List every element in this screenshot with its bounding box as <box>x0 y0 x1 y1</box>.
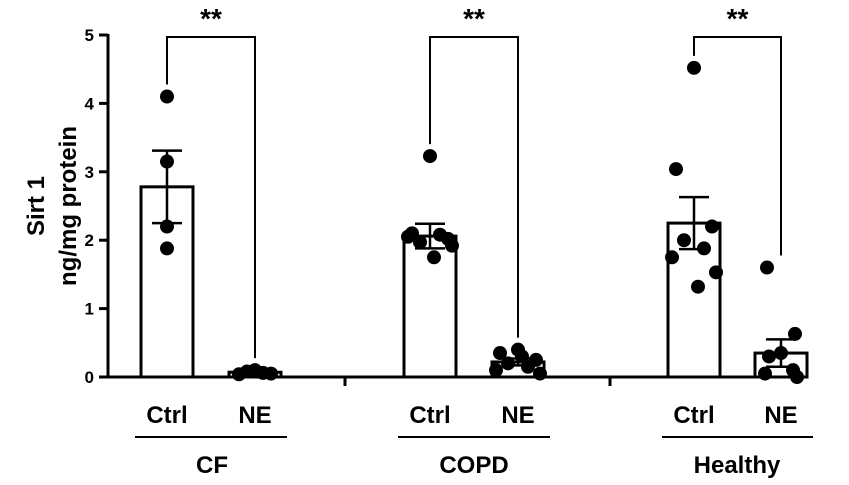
y-tick-label: 4 <box>85 94 95 113</box>
data-point <box>413 235 427 250</box>
significance-bracket <box>166 36 256 359</box>
x-category-label: NE <box>501 402 534 429</box>
data-point <box>445 238 459 253</box>
data-point <box>401 229 415 244</box>
data-point <box>515 349 529 364</box>
significance-label: ** <box>200 3 222 34</box>
y-tick-label: 5 <box>85 26 94 45</box>
data-point <box>758 366 772 381</box>
data-point <box>788 326 802 341</box>
significance-label: ** <box>463 3 485 34</box>
y-tick-label: 1 <box>85 300 94 319</box>
x-group-label: Healthy <box>694 452 781 479</box>
data-point <box>427 250 441 265</box>
data-point <box>423 149 437 164</box>
data-point <box>665 250 679 265</box>
data-point <box>160 89 174 104</box>
y-axis-label-unit: ng/mg protein <box>55 126 82 286</box>
data-point <box>160 219 174 234</box>
data-point <box>687 60 701 75</box>
data-point <box>533 366 547 381</box>
y-tick-label: 3 <box>85 163 94 182</box>
y-tick-label: 2 <box>85 231 94 250</box>
data-point <box>433 227 447 242</box>
data-point <box>264 366 278 381</box>
significance-label: ** <box>727 3 749 34</box>
y-tick-label: 0 <box>85 368 94 387</box>
data-point <box>501 356 515 371</box>
significance-bracket <box>429 36 519 338</box>
x-category-label: Ctrl <box>673 402 714 429</box>
data-point <box>760 260 774 275</box>
data-point <box>774 346 788 361</box>
data-point <box>493 346 507 361</box>
bar-copd-ctrl <box>402 234 458 379</box>
x-category-label: Ctrl <box>409 402 450 429</box>
x-category-label: NE <box>238 402 271 429</box>
data-point <box>489 363 503 378</box>
data-point <box>691 279 705 294</box>
data-point <box>762 349 776 364</box>
x-category-label: Ctrl <box>146 402 187 429</box>
significance-bracket <box>693 36 782 256</box>
y-axis-label: Sirt 1 <box>23 176 50 236</box>
x-group-label: COPD <box>439 452 508 479</box>
data-point <box>669 162 683 177</box>
data-point <box>697 241 711 256</box>
data-point <box>160 241 174 256</box>
data-point <box>677 233 691 248</box>
data-point <box>790 370 804 384</box>
x-category-label: NE <box>764 402 797 429</box>
data-point <box>160 154 174 169</box>
data-point <box>521 359 535 374</box>
data-point <box>705 219 719 234</box>
data-point <box>709 265 723 280</box>
x-group-label: CF <box>196 452 228 479</box>
